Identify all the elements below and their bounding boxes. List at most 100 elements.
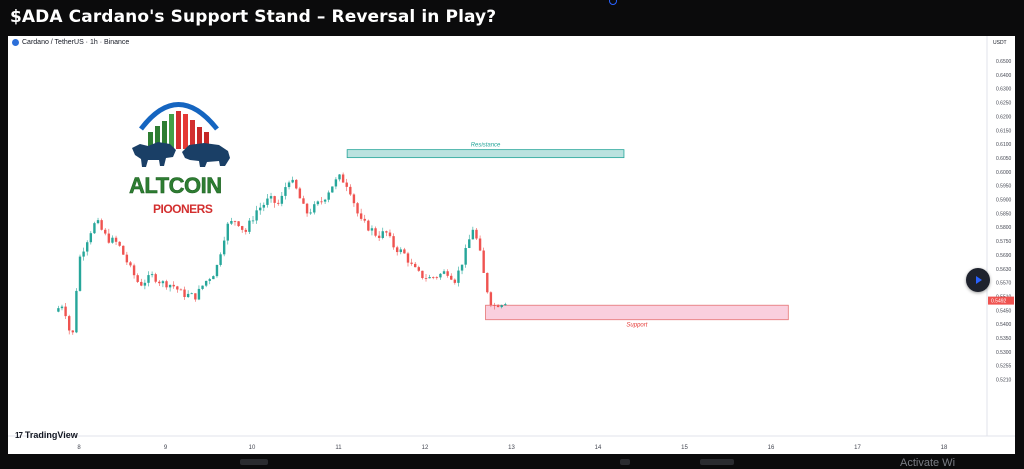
- candle-body: [489, 292, 493, 306]
- resistance-label: Resistance: [471, 143, 501, 149]
- candle-body: [435, 277, 439, 279]
- candle-body: [277, 202, 280, 204]
- candle-body: [122, 245, 125, 255]
- chart-container[interactable]: Cardano / TetherUS · 1h · Binance Resist…: [8, 36, 1015, 454]
- y-tick-label: 0.5450: [996, 308, 1012, 314]
- bottom-control[interactable]: [620, 459, 630, 465]
- x-tick-label: 16: [768, 445, 775, 451]
- candle-body: [269, 196, 273, 199]
- candle-body: [367, 220, 370, 231]
- candle-body: [370, 228, 374, 231]
- candle-body: [385, 231, 388, 233]
- candle-body: [446, 271, 449, 276]
- candle-body: [388, 232, 392, 237]
- bottom-control[interactable]: [240, 459, 268, 465]
- candlestick-chart[interactable]: Resistance Support 0.6500 0.6400 0.6300 0.62…: [8, 36, 1015, 454]
- candle-body: [60, 306, 64, 309]
- candle-body: [432, 277, 435, 278]
- logo-text-pioneers: PIOONERS: [153, 202, 213, 216]
- candle-body: [158, 281, 161, 284]
- price-axis: 0.6500 0.6400 0.6300 0.6250 0.6200 0.6150 0.61…: [988, 59, 1014, 384]
- candle-body: [219, 254, 222, 265]
- symbol-label: Cardano / TetherUS · 1h · Binance: [22, 39, 130, 46]
- y-tick-label: 0.5690: [996, 253, 1012, 259]
- candle-body: [251, 220, 255, 222]
- candle-body: [359, 213, 363, 219]
- candle-body: [450, 275, 453, 280]
- candle-body: [504, 304, 507, 306]
- candle-body: [453, 279, 457, 283]
- candle-body: [111, 237, 114, 243]
- candle-body: [478, 238, 482, 251]
- top-indicator-icon: [609, 0, 617, 5]
- candle-body: [222, 240, 226, 255]
- candle-body: [96, 220, 100, 224]
- candle-body: [136, 275, 139, 282]
- logo-bars: [148, 111, 209, 150]
- x-tick-label: 8: [77, 445, 81, 451]
- bear-icon: [182, 143, 230, 167]
- candle-body: [374, 228, 377, 236]
- activate-windows-watermark: Activate Wi: [900, 457, 956, 469]
- candle-body: [475, 229, 478, 239]
- candle-body: [226, 223, 229, 241]
- candle-body: [287, 182, 291, 188]
- candle-body: [417, 267, 421, 271]
- candle-body: [168, 284, 172, 288]
- y-tick-label: 0.6150: [996, 128, 1012, 134]
- candle-body: [204, 280, 208, 286]
- candle-body: [377, 235, 381, 238]
- y-tick-label: 0.6200: [996, 114, 1012, 120]
- candle-body: [125, 254, 129, 263]
- candle-body: [259, 207, 262, 211]
- support-label: Support: [626, 323, 647, 329]
- y-tick-label: 0.5300: [996, 350, 1012, 356]
- bull-icon: [132, 142, 176, 167]
- play-button[interactable]: [966, 268, 990, 292]
- candle-body: [273, 196, 276, 203]
- support-zone[interactable]: [485, 304, 789, 321]
- candle-body: [255, 210, 258, 221]
- candle-body: [493, 305, 496, 306]
- candle-body: [352, 194, 356, 204]
- candle-body: [161, 281, 165, 284]
- candle-body: [183, 289, 186, 298]
- currency-label: USDT: [993, 40, 1007, 46]
- candle-body: [392, 236, 395, 248]
- x-tick-label: 11: [335, 445, 342, 451]
- tradingview-logo[interactable]: 17 TradingView: [15, 430, 78, 440]
- candle-body: [197, 288, 201, 300]
- symbol-header[interactable]: Cardano / TetherUS · 1h · Binance: [12, 39, 129, 46]
- candle-body: [399, 249, 402, 253]
- candle-body: [295, 179, 298, 189]
- y-tick-label: 0.5210: [996, 378, 1012, 384]
- candle-body: [486, 272, 489, 293]
- y-tick-label: 0.5950: [996, 184, 1012, 190]
- candle-body: [291, 179, 294, 183]
- title-bar: $ADA Cardano's Support Stand – Reversal …: [0, 0, 1024, 36]
- candle-body: [71, 330, 75, 333]
- candle-body: [341, 174, 345, 183]
- x-tick-label: 18: [941, 445, 948, 451]
- candle-body: [64, 306, 67, 317]
- candle-body: [316, 201, 320, 205]
- candle-body: [140, 281, 143, 286]
- candle-body: [439, 273, 442, 278]
- resistance-zone[interactable]: [346, 149, 625, 159]
- candle-body: [154, 274, 157, 282]
- candle-body: [496, 305, 500, 308]
- candle-body: [57, 308, 60, 312]
- bottom-control[interactable]: [700, 459, 734, 465]
- bottom-bar: [0, 454, 1024, 465]
- candle-body: [320, 201, 323, 203]
- candle-body: [194, 293, 197, 300]
- candle-body: [406, 253, 410, 263]
- candle-body: [323, 199, 327, 202]
- current-price-label: 0.5492: [991, 299, 1007, 305]
- candle-body: [482, 250, 485, 273]
- candle-body: [93, 223, 96, 234]
- candle-body: [143, 282, 147, 286]
- candle-body: [410, 262, 413, 264]
- candle-body: [468, 239, 471, 249]
- zones: Resistance Support: [346, 143, 789, 329]
